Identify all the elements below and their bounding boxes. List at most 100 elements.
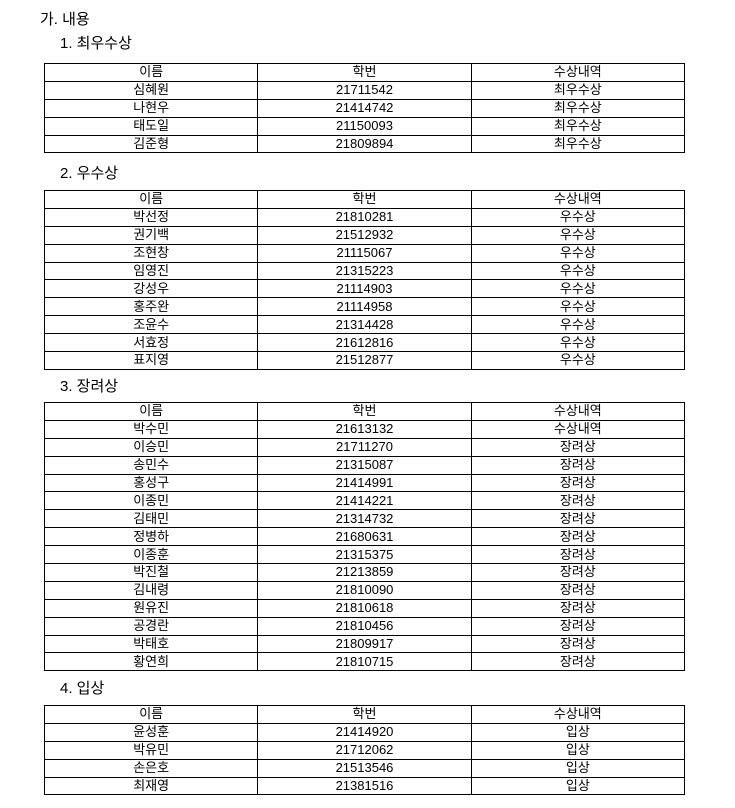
name-cell: 이승민 xyxy=(43,437,259,457)
award-cell: 장려상 xyxy=(470,509,686,529)
award-cell: 장려상 xyxy=(470,580,686,600)
student-id-cell: 21315375 xyxy=(257,545,472,565)
name-cell: 이종민 xyxy=(43,491,259,511)
award-cell: 장려상 xyxy=(470,473,686,493)
name-cell: 강성우 xyxy=(43,279,259,299)
table-row: 홍주완 21114958 우수상 xyxy=(43,297,686,317)
name-cell: 김태민 xyxy=(43,509,259,529)
student-id-cell: 21512932 xyxy=(257,225,472,245)
award-cell: 최우수상 xyxy=(470,80,686,100)
name-cell: 박진철 xyxy=(43,563,259,582)
award-cell: 입상 xyxy=(470,758,686,778)
name-cell: 조윤수 xyxy=(43,315,259,335)
name-cell: 원유진 xyxy=(43,598,259,618)
table-row: 김준형 21809894 최우수상 xyxy=(43,134,686,154)
award-cell: 최우수상 xyxy=(470,98,686,118)
award-cell: 우수상 xyxy=(470,351,686,370)
table-row: 강성우 21114903 우수상 xyxy=(43,279,686,299)
award-cell: 입상 xyxy=(470,740,686,760)
student-id-cell: 21711270 xyxy=(257,437,472,457)
award-cell: 장려상 xyxy=(470,616,686,636)
column-header: 학번 xyxy=(257,402,472,421)
student-id-cell: 21809917 xyxy=(257,634,472,654)
subsection-title: 4. 입상 xyxy=(60,680,105,697)
award-cell: 우수상 xyxy=(470,315,686,335)
student-id-cell: 21612816 xyxy=(257,333,472,353)
student-id-cell: 21810090 xyxy=(257,580,472,600)
award-cell: 장려상 xyxy=(470,634,686,654)
table-row: 이종민 21414221 장려상 xyxy=(43,491,686,511)
column-header: 학번 xyxy=(257,190,472,209)
table-header-row: 이름 학번 수상내역 xyxy=(43,190,686,209)
award-cell: 장려상 xyxy=(470,437,686,457)
name-cell: 조현창 xyxy=(43,243,259,263)
name-cell: 손은호 xyxy=(43,758,259,778)
award-cell: 우수상 xyxy=(470,243,686,263)
award-cell: 우수상 xyxy=(470,261,686,281)
name-cell: 윤성훈 xyxy=(43,722,259,742)
column-header: 학번 xyxy=(257,705,472,724)
award-cell: 장려상 xyxy=(470,455,686,475)
name-cell: 박선정 xyxy=(43,207,259,227)
student-id-cell: 21810618 xyxy=(257,598,472,618)
award-cell: 우수상 xyxy=(470,297,686,317)
table-row: 박수민 21613132 수상내역 xyxy=(43,419,686,439)
student-id-cell: 21711542 xyxy=(257,80,472,100)
name-cell: 송민수 xyxy=(43,455,259,475)
table-header-row: 이름 학번 수상내역 xyxy=(43,63,686,82)
table-row: 원유진 21810618 장려상 xyxy=(43,598,686,618)
table-row: 권기백 21512932 우수상 xyxy=(43,225,686,245)
student-id-cell: 21414920 xyxy=(257,722,472,742)
name-cell: 홍성구 xyxy=(43,473,259,493)
table-row: 홍성구 21414991 장려상 xyxy=(43,473,686,493)
student-id-cell: 21414742 xyxy=(257,98,472,118)
student-id-cell: 21613132 xyxy=(257,419,472,439)
table-row: 조현창 21115067 우수상 xyxy=(43,243,686,263)
student-id-cell: 21414991 xyxy=(257,473,472,493)
table-row: 임영진 21315223 우수상 xyxy=(43,261,686,281)
column-header: 수상내역 xyxy=(470,402,686,421)
table-row: 심혜원 21711542 최우수상 xyxy=(43,80,686,100)
award-cell: 최우수상 xyxy=(470,134,686,154)
award-cell: 최우수상 xyxy=(470,116,686,136)
award-cell: 우수상 xyxy=(470,225,686,245)
award-table: 이름 학번 수상내역 박선정 21810281 우수상 권기백 21512932 우수상 조현창 2… xyxy=(43,190,686,370)
student-id-cell: 21314732 xyxy=(257,509,472,529)
column-header: 이름 xyxy=(43,190,259,209)
table-row: 김내령 21810090 장려상 xyxy=(43,580,686,600)
name-cell: 홍주완 xyxy=(43,297,259,317)
student-id-cell: 21315223 xyxy=(257,261,472,281)
student-id-cell: 21680631 xyxy=(257,527,472,547)
name-cell: 나현우 xyxy=(43,98,259,118)
column-header: 이름 xyxy=(43,705,259,724)
table-row: 나현우 21414742 최우수상 xyxy=(43,98,686,118)
table-row: 표지영 21512877 우수상 xyxy=(43,351,686,370)
award-cell: 입상 xyxy=(470,776,686,796)
name-cell: 박태호 xyxy=(43,634,259,654)
name-cell: 심혜원 xyxy=(43,80,259,100)
table-header-row: 이름 학번 수상내역 xyxy=(43,705,686,724)
column-header: 이름 xyxy=(43,402,259,421)
name-cell: 이종훈 xyxy=(43,545,259,565)
award-cell: 우수상 xyxy=(470,333,686,353)
name-cell: 김준형 xyxy=(43,134,259,154)
table-row: 박유민 21712062 입상 xyxy=(43,740,686,760)
name-cell: 공경란 xyxy=(43,616,259,636)
section-heading: 가. 내용 xyxy=(40,11,90,28)
award-table: 이름 학번 수상내역 박수민 21613132 수상내역 이승민 21711270 장려상 송민수… xyxy=(43,402,686,672)
student-id-cell: 21810456 xyxy=(257,616,472,636)
award-cell: 장려상 xyxy=(470,598,686,618)
award-cell: 수상내역 xyxy=(470,419,686,439)
student-id-cell: 21810715 xyxy=(257,652,472,672)
table-row: 황연희 21810715 장려상 xyxy=(43,652,686,672)
award-cell: 장려상 xyxy=(470,527,686,547)
column-header: 이름 xyxy=(43,63,259,82)
student-id-cell: 21513546 xyxy=(257,758,472,778)
student-id-cell: 21115067 xyxy=(257,243,472,263)
award-cell: 장려상 xyxy=(470,491,686,511)
table-row: 정병하 21680631 장려상 xyxy=(43,527,686,547)
award-cell: 우수상 xyxy=(470,279,686,299)
student-id-cell: 21114958 xyxy=(257,297,472,317)
table-row: 공경란 21810456 장려상 xyxy=(43,616,686,636)
student-id-cell: 21809894 xyxy=(257,134,472,154)
